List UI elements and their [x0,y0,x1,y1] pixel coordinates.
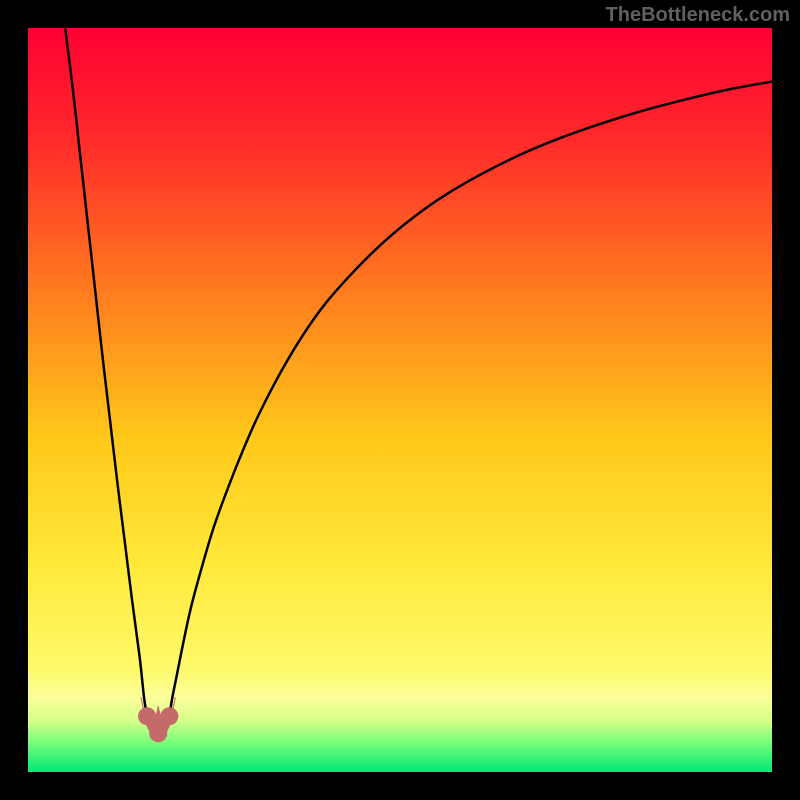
watermark-text: TheBottleneck.com [606,4,790,27]
valley-dot-2 [160,707,178,725]
bottleneck-chart [0,0,800,800]
valley-dot-0 [138,707,156,725]
chart-container: TheBottleneck.com [0,0,800,800]
valley-dot-1 [149,724,167,742]
